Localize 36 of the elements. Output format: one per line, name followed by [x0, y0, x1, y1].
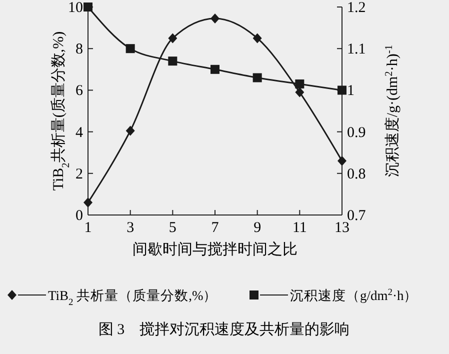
y-tick-label: 6: [76, 83, 84, 100]
x-tick-label: 11: [292, 220, 307, 236]
point: [252, 33, 262, 44]
x-tick-label: 7: [211, 220, 220, 236]
y2-tick-label: 1.2: [347, 0, 366, 16]
point: [126, 44, 135, 54]
point: [84, 198, 92, 208]
x-tick-label: 5: [168, 220, 176, 236]
point: [338, 156, 346, 166]
point: [210, 64, 220, 74]
y-tick-label: 0: [76, 208, 83, 224]
y-tick-label: 10: [68, 0, 83, 16]
x-tick-label: 3: [126, 220, 134, 236]
point: [338, 86, 346, 95]
y2-tick-label: 1.1: [347, 42, 366, 58]
y2-tick-label: 1: [347, 83, 354, 100]
y-tick-label: 2: [76, 166, 83, 182]
y-tick-label: 8: [76, 42, 83, 58]
point: [168, 56, 178, 66]
point: [126, 126, 135, 136]
legend-label: TiB$_{2}$ 共析量（质量分数,%）: [48, 288, 218, 308]
y2-tick-label: 0.9: [347, 124, 366, 141]
x-tick-label: 9: [254, 220, 262, 236]
point: [295, 87, 304, 98]
legend-label: 沉积速度（g/dm$^{2}$·h）: [290, 288, 418, 303]
y-tick-label: 4: [76, 124, 84, 141]
y2-tick-label: 0.7: [347, 208, 366, 224]
point: [168, 33, 178, 44]
x-axis-title: 间歇时间与搅拌时间之比: [132, 241, 298, 258]
y2-tick-label: 0.8: [347, 166, 366, 182]
point: [252, 73, 262, 82]
x-tick-label: 13: [334, 220, 350, 236]
x-tick-label: 1: [84, 220, 92, 236]
point: [295, 79, 304, 88]
caption: 图 3 搅拌对沉积速度及共析量的影响: [98, 321, 350, 338]
point: [210, 13, 220, 24]
